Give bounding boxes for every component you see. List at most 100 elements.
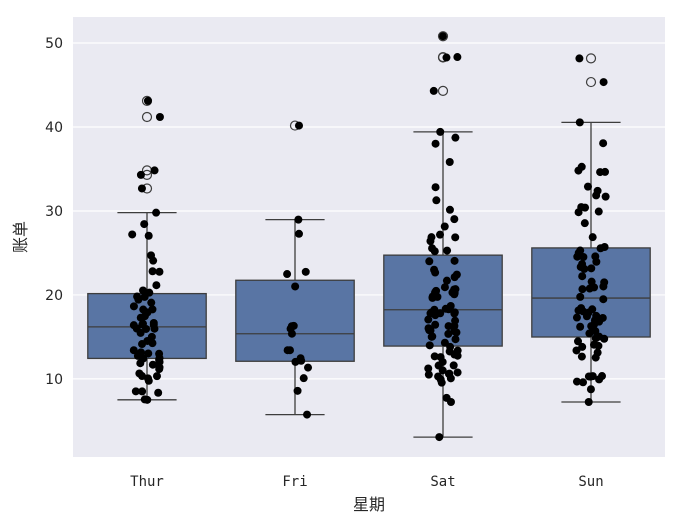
- strip-point: [586, 385, 595, 394]
- strip-point: [601, 167, 610, 176]
- strip-point: [129, 302, 138, 311]
- strip-point: [587, 264, 596, 273]
- strip-point: [576, 322, 585, 331]
- outlier-marker: [141, 111, 153, 123]
- strip-point: [424, 364, 433, 373]
- strip-point: [452, 328, 461, 337]
- outlier-marker: [437, 31, 449, 42]
- strip-point: [453, 351, 462, 360]
- strip-point: [450, 273, 459, 282]
- strip-point: [593, 348, 602, 357]
- strip-point: [577, 203, 586, 212]
- strip-point: [592, 257, 601, 266]
- strip-point: [428, 244, 437, 253]
- strip-point: [575, 54, 584, 63]
- strip-point: [572, 377, 581, 386]
- strip-point: [453, 368, 462, 377]
- strip-point: [583, 182, 592, 191]
- strip-point: [450, 289, 459, 298]
- y-tick-label: 30: [45, 204, 63, 220]
- strip-point: [600, 334, 609, 343]
- strip-point: [599, 295, 608, 304]
- strip-point: [136, 328, 145, 337]
- strip-point: [438, 32, 447, 41]
- strip-point: [592, 191, 601, 200]
- strip-point: [133, 292, 142, 301]
- strip-point: [291, 282, 300, 291]
- strip-point: [442, 53, 451, 62]
- strip-point: [304, 363, 313, 372]
- strip-point: [444, 322, 453, 331]
- strip-point: [432, 196, 441, 205]
- strip-point: [444, 305, 453, 314]
- strip-point: [579, 378, 588, 387]
- strip-point: [572, 346, 581, 355]
- strip-point: [299, 374, 308, 383]
- strip-point: [451, 335, 460, 344]
- strip-point: [450, 215, 459, 224]
- box-sat: [383, 254, 503, 347]
- strip-point: [424, 370, 433, 379]
- strip-point: [140, 395, 149, 404]
- strip-point: [584, 398, 593, 406]
- strip-point: [144, 376, 153, 385]
- strip-point: [133, 351, 142, 360]
- strip-point: [578, 272, 587, 281]
- strip-point: [572, 313, 581, 322]
- strip-point: [435, 230, 444, 239]
- strip-point: [574, 337, 583, 346]
- strip-point: [431, 183, 440, 192]
- strip-point: [445, 347, 454, 356]
- strip-point: [431, 320, 440, 329]
- strip-point: [440, 283, 449, 292]
- strip-point: [152, 208, 161, 217]
- strip-point: [137, 184, 146, 193]
- strip-point: [155, 349, 164, 358]
- strip-point: [129, 346, 138, 355]
- y-tick-label: 50: [45, 36, 63, 52]
- x-tick-label: Sun: [578, 474, 603, 490]
- strip-point: [155, 113, 164, 122]
- strip-point: [445, 205, 454, 214]
- strip-point: [150, 166, 159, 175]
- strip-point: [591, 334, 600, 343]
- strip-point: [430, 352, 439, 361]
- strip-point: [128, 230, 137, 239]
- strip-point: [436, 127, 445, 136]
- strip-point: [147, 332, 156, 341]
- strip-point: [436, 375, 445, 384]
- y-tick-label: 20: [45, 288, 63, 304]
- strip-point: [148, 267, 157, 276]
- strip-point: [445, 158, 454, 167]
- strip-point: [449, 361, 458, 370]
- strip-point: [433, 292, 442, 301]
- strip-point: [580, 264, 589, 273]
- box-fri: [235, 279, 355, 362]
- strip-point: [303, 410, 312, 419]
- strip-point: [451, 316, 460, 325]
- strip-point: [143, 96, 152, 105]
- strip-point: [575, 118, 584, 127]
- strip-point: [440, 222, 449, 231]
- strip-point: [600, 278, 609, 287]
- strip-point: [440, 338, 449, 347]
- strip-point: [589, 340, 598, 349]
- strip-point: [152, 281, 161, 290]
- strip-point: [144, 349, 153, 358]
- strip-point: [595, 317, 604, 326]
- plot-area: [73, 17, 665, 457]
- strip-point: [432, 286, 441, 295]
- strip-point: [149, 320, 158, 329]
- strip-point: [425, 257, 434, 266]
- strip-point: [442, 276, 451, 285]
- y-tick-label: 10: [45, 372, 63, 388]
- strip-point: [601, 192, 610, 201]
- strip-point: [580, 219, 589, 228]
- strip-point: [140, 292, 149, 301]
- strip-point: [578, 285, 587, 294]
- strip-point: [149, 256, 158, 265]
- strip-point: [136, 359, 145, 368]
- strip-point: [574, 306, 583, 315]
- strip-point: [154, 388, 163, 397]
- strip-point: [435, 433, 444, 442]
